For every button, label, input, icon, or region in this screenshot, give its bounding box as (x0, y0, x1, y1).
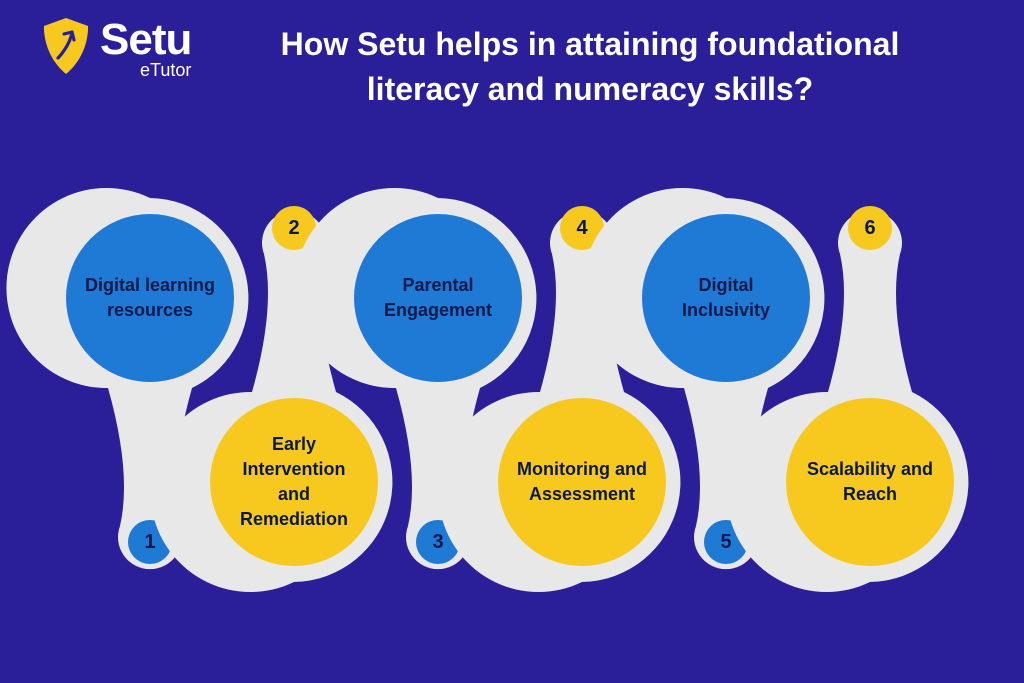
item-6-circle: Scalability and Reach (786, 398, 954, 566)
item-1-n: 1 (144, 531, 155, 554)
logo-main: Setu (100, 18, 191, 62)
logo-sub: eTutor (140, 60, 191, 81)
item-4-n: 4 (576, 217, 587, 240)
page-title: How Setu helps in attaining foundational… (260, 22, 920, 112)
item-6-label: Scalability and Reach (804, 457, 936, 507)
item-3-n: 3 (432, 531, 443, 554)
logo: Setu eTutor (42, 18, 191, 81)
shield-icon (42, 18, 90, 74)
item-6-number: 6 (848, 206, 892, 250)
item-2-n: 2 (288, 217, 299, 240)
infographic: Digital learning resources 1 2 Early Int… (0, 190, 1024, 670)
logo-text: Setu eTutor (100, 18, 191, 81)
item-6-n: 6 (864, 217, 875, 240)
item-5-n: 5 (720, 531, 731, 554)
